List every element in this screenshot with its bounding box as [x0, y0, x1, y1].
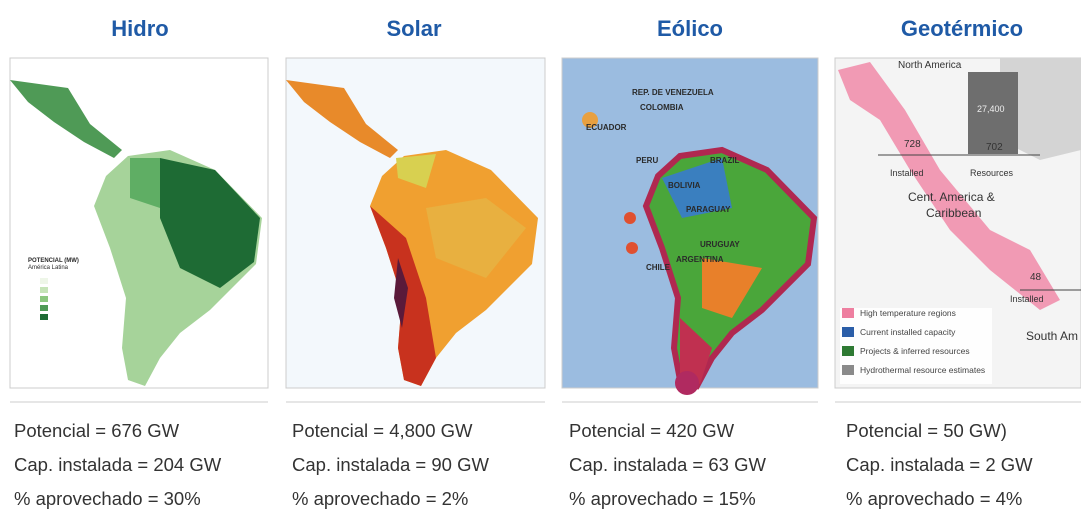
map-label: América Latina [28, 265, 69, 271]
map-label: Cent. America & [908, 190, 995, 204]
map-label: North America [898, 60, 962, 71]
stat-line: % aprovechado = 30% [14, 488, 201, 509]
stat-line: Cap. instalada = 90 GW [292, 454, 489, 475]
map-label: URUGUAY [700, 240, 740, 249]
stat-line: Cap. instalada = 63 GW [569, 454, 766, 475]
wind-map: REP. DE VENEZUELA COLOMBIA ECUADOR PERU … [561, 57, 819, 395]
map-label: REP. DE VENEZUELA [632, 88, 714, 97]
legend-label: Current installed capacity [860, 327, 956, 337]
map-label: South Am [1026, 329, 1078, 343]
map-label: ECUADOR [586, 123, 627, 132]
map-label: 48 [1030, 272, 1042, 283]
stat-line: Potencial = 50 GW) [846, 420, 1007, 441]
legend-label: High temperature regions [860, 308, 956, 318]
stat-line: % aprovechado = 4% [846, 488, 1022, 509]
legend-label: Projects & inferred resources [860, 346, 970, 356]
stat-line: % aprovechado = 2% [292, 488, 468, 509]
stat-line: % aprovechado = 15% [569, 488, 756, 509]
map-label: COLOMBIA [640, 103, 684, 112]
stat-line: Potencial = 420 GW [569, 420, 735, 441]
map-label: Caribbean [926, 206, 981, 220]
solar-map [285, 57, 546, 389]
map-label: PERU [636, 156, 658, 165]
map-label: Installed [1010, 294, 1044, 304]
map-label: 728 [904, 139, 921, 150]
panel-title: Hidro [111, 16, 168, 41]
stat-line: Potencial = 4,800 GW [292, 420, 473, 441]
map-label: ARGENTINA [676, 255, 724, 264]
panel-title: Solar [386, 16, 441, 41]
panel-title: Geotérmico [901, 16, 1023, 41]
stat-line: Potencial = 676 GW [14, 420, 180, 441]
hydro-map: POTENCIAL (MW) América Latina [9, 57, 269, 389]
map-label: BRAZIL [710, 156, 739, 165]
map-label: Resources [970, 168, 1014, 178]
map-label: PARAGUAY [686, 205, 731, 214]
map-label: Installed [890, 168, 924, 178]
panel-title: Eólico [657, 16, 723, 41]
map-label: POTENCIAL (MW) [28, 258, 79, 264]
map-label: 702 [986, 142, 1003, 153]
map-label: 27,400 [977, 104, 1005, 114]
stat-line: Cap. instalada = 2 GW [846, 454, 1033, 475]
map-label: BOLIVIA [668, 181, 701, 190]
stat-line: Cap. instalada = 204 GW [14, 454, 222, 475]
map-label: CHILE [646, 263, 671, 272]
geothermal-map: North America 27,400 728 702 Installed R… [834, 57, 1081, 389]
legend-label: Hydrothermal resource estimates [860, 365, 985, 375]
